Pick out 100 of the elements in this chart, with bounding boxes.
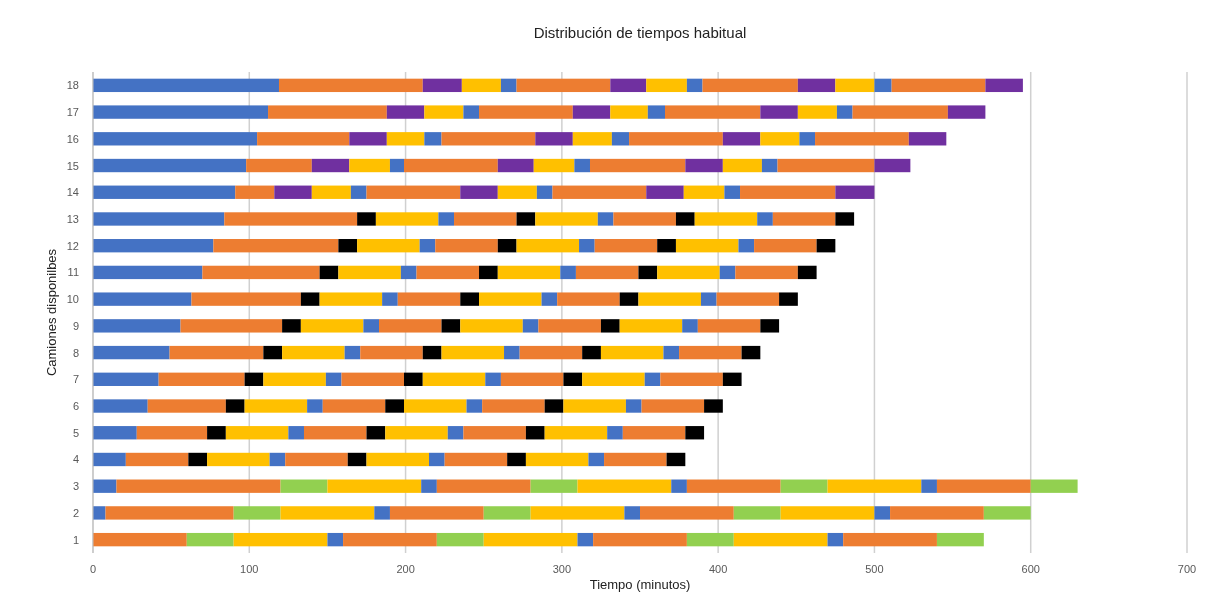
bar bbox=[311, 158, 350, 173]
y-tick-label: 13 bbox=[66, 212, 79, 225]
bar bbox=[760, 105, 798, 119]
bar bbox=[366, 185, 461, 199]
bar bbox=[622, 426, 686, 440]
bar bbox=[268, 105, 387, 119]
y-tick-label: 8 bbox=[72, 346, 79, 359]
bar bbox=[780, 479, 828, 493]
bar bbox=[441, 132, 536, 146]
bar bbox=[799, 132, 816, 146]
bar bbox=[572, 132, 612, 146]
bar bbox=[563, 372, 583, 386]
bar bbox=[319, 265, 339, 280]
bar bbox=[125, 452, 189, 467]
bar bbox=[544, 399, 564, 413]
bar bbox=[93, 319, 181, 333]
bar bbox=[852, 105, 948, 119]
bar bbox=[280, 479, 328, 493]
bar bbox=[921, 479, 937, 493]
bar bbox=[936, 479, 1031, 493]
bar bbox=[563, 399, 626, 413]
bar bbox=[700, 292, 717, 306]
bar bbox=[574, 158, 590, 173]
bar bbox=[525, 452, 589, 467]
bar bbox=[93, 132, 258, 146]
bar bbox=[441, 345, 505, 360]
bar bbox=[307, 399, 323, 413]
y-tick-label: 15 bbox=[66, 159, 79, 172]
bar bbox=[525, 426, 545, 440]
bar bbox=[93, 78, 279, 93]
bar bbox=[611, 132, 630, 146]
bar bbox=[147, 399, 226, 413]
bar bbox=[483, 532, 578, 547]
bar bbox=[422, 372, 486, 386]
bar bbox=[343, 532, 437, 547]
bar bbox=[400, 265, 417, 280]
bar bbox=[285, 452, 348, 467]
bar bbox=[675, 212, 695, 226]
bar bbox=[366, 452, 430, 467]
bar bbox=[460, 292, 480, 306]
bar bbox=[646, 78, 687, 93]
bar bbox=[419, 239, 436, 253]
bar bbox=[607, 426, 623, 440]
bar bbox=[282, 345, 345, 360]
bar bbox=[983, 506, 1031, 520]
bar bbox=[497, 158, 534, 173]
bar bbox=[577, 479, 672, 493]
bar bbox=[535, 212, 598, 226]
bar bbox=[244, 399, 308, 413]
bar bbox=[416, 265, 480, 280]
bar bbox=[663, 345, 680, 360]
bar bbox=[733, 532, 828, 547]
bar bbox=[191, 292, 301, 306]
bar bbox=[136, 426, 208, 440]
bar bbox=[594, 239, 658, 253]
bar bbox=[835, 78, 875, 93]
bar bbox=[735, 265, 798, 280]
bar bbox=[657, 239, 676, 253]
bar bbox=[263, 345, 283, 360]
bar bbox=[360, 345, 423, 360]
bar bbox=[274, 185, 312, 199]
bar bbox=[557, 292, 620, 306]
bar bbox=[613, 212, 676, 226]
bar bbox=[741, 345, 761, 360]
bar bbox=[349, 132, 387, 146]
bar bbox=[610, 105, 648, 119]
bar bbox=[385, 399, 405, 413]
bar bbox=[404, 158, 498, 173]
bar bbox=[257, 132, 350, 146]
bar bbox=[702, 78, 798, 93]
x-tick-label: 700 bbox=[1177, 563, 1197, 575]
bar bbox=[235, 185, 275, 199]
bar bbox=[738, 239, 755, 253]
bar bbox=[644, 372, 661, 386]
bar bbox=[93, 292, 192, 306]
bar bbox=[349, 158, 390, 173]
bar bbox=[497, 185, 537, 199]
bar bbox=[719, 265, 736, 280]
bar bbox=[436, 532, 484, 547]
bar bbox=[552, 185, 647, 199]
bar bbox=[519, 345, 583, 360]
y-axis-title: Camiones disponilbes bbox=[44, 248, 59, 377]
bar bbox=[93, 158, 247, 173]
bar bbox=[891, 78, 986, 93]
bar bbox=[497, 239, 517, 253]
bar bbox=[350, 185, 367, 199]
bar bbox=[300, 319, 364, 333]
bar bbox=[93, 212, 225, 226]
bar bbox=[105, 506, 234, 520]
bar bbox=[386, 105, 425, 119]
bar bbox=[836, 105, 853, 119]
bar bbox=[500, 78, 517, 93]
bar bbox=[422, 78, 462, 93]
bar bbox=[947, 105, 986, 119]
bar bbox=[93, 239, 214, 253]
bar bbox=[577, 532, 594, 547]
bar bbox=[366, 426, 386, 440]
bar bbox=[188, 452, 208, 467]
bar bbox=[827, 479, 922, 493]
bar bbox=[760, 132, 800, 146]
